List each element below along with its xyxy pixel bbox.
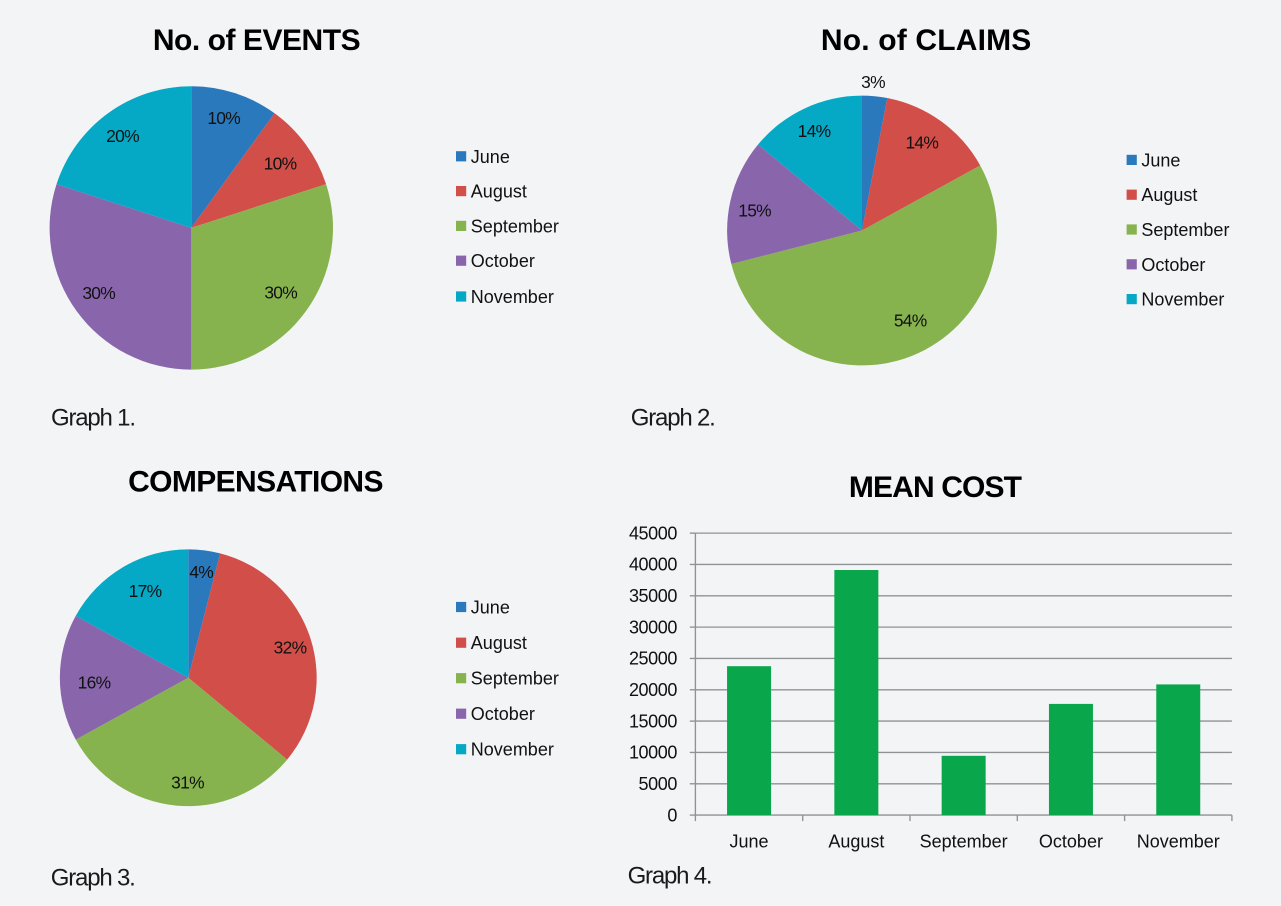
svg-text:16%: 16% [78,673,111,693]
svg-text:14%: 14% [798,121,831,141]
svg-text:November: November [471,740,554,760]
svg-text:August: August [828,832,884,852]
svg-text:30%: 30% [82,283,115,303]
svg-text:20%: 20% [106,126,139,146]
svg-text:September: September [471,669,559,689]
svg-text:October: October [1039,832,1103,852]
svg-text:August: August [1141,185,1197,205]
svg-text:No. of CLAIMS: No. of CLAIMS [821,24,1032,57]
svg-text:31%: 31% [171,773,204,793]
svg-text:10%: 10% [207,108,240,128]
svg-text:June: June [471,598,510,618]
svg-text:54%: 54% [894,311,927,331]
svg-text:COMPENSATIONS: COMPENSATIONS [128,466,383,499]
svg-text:No. of EVENTS: No. of EVENTS [153,24,360,57]
svg-text:3%: 3% [861,72,885,92]
svg-text:15000: 15000 [629,711,677,731]
svg-text:10000: 10000 [629,743,677,763]
svg-text:30%: 30% [264,283,297,303]
svg-text:35000: 35000 [629,586,677,606]
svg-text:September: September [1141,220,1229,240]
svg-text:4%: 4% [189,562,213,582]
svg-text:Graph 2.: Graph 2. [631,404,715,431]
svg-text:Graph 4.: Graph 4. [628,862,712,889]
svg-text:September: September [920,832,1008,852]
svg-text:15%: 15% [738,201,771,221]
svg-text:June: June [730,832,769,852]
svg-text:0: 0 [667,805,677,825]
svg-text:5000: 5000 [639,774,678,794]
svg-text:MEAN COST: MEAN COST [849,471,1022,504]
svg-text:Graph 3.: Graph 3. [51,864,135,891]
svg-text:45000: 45000 [629,523,677,543]
svg-text:14%: 14% [905,133,938,153]
svg-text:October: October [1141,255,1205,275]
svg-text:August: August [471,633,527,653]
svg-text:October: October [471,251,535,271]
svg-text:June: June [1141,150,1180,170]
svg-text:September: September [471,216,559,236]
svg-text:10%: 10% [264,153,297,173]
svg-text:20000: 20000 [629,680,677,700]
svg-text:June: June [471,147,510,167]
svg-text:October: October [471,704,535,724]
svg-text:November: November [1141,290,1224,310]
svg-text:17%: 17% [129,581,162,601]
svg-text:August: August [471,182,527,202]
svg-text:40000: 40000 [629,555,677,575]
svg-text:25000: 25000 [629,649,677,669]
svg-text:32%: 32% [274,638,307,658]
svg-text:Graph 1.: Graph 1. [51,404,135,431]
svg-text:30000: 30000 [629,617,677,637]
svg-text:November: November [1137,832,1220,852]
svg-text:November: November [471,287,554,307]
